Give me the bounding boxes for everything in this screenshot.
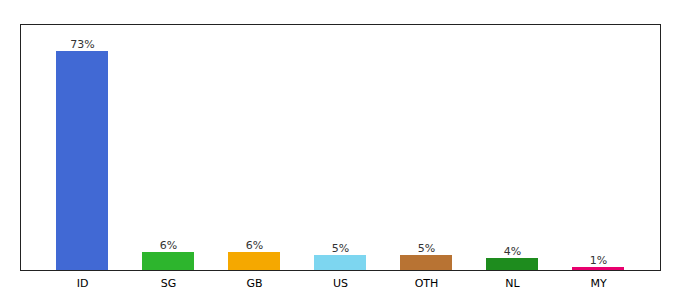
svg-text:OTH: OTH [415, 277, 439, 290]
svg-text:5%: 5% [418, 242, 435, 255]
svg-text:US: US [333, 277, 348, 290]
svg-text:73%: 73% [70, 38, 94, 51]
svg-text:1%: 1% [590, 254, 607, 267]
svg-text:NL: NL [505, 277, 520, 290]
svg-text:GB: GB [246, 277, 262, 290]
svg-text:5%: 5% [332, 242, 349, 255]
svg-text:6%: 6% [160, 239, 177, 252]
svg-text:6%: 6% [246, 239, 263, 252]
svg-text:4%: 4% [504, 245, 521, 258]
svg-text:SG: SG [161, 277, 177, 290]
svg-text:ID: ID [77, 277, 89, 290]
svg-text:MY: MY [590, 277, 606, 290]
